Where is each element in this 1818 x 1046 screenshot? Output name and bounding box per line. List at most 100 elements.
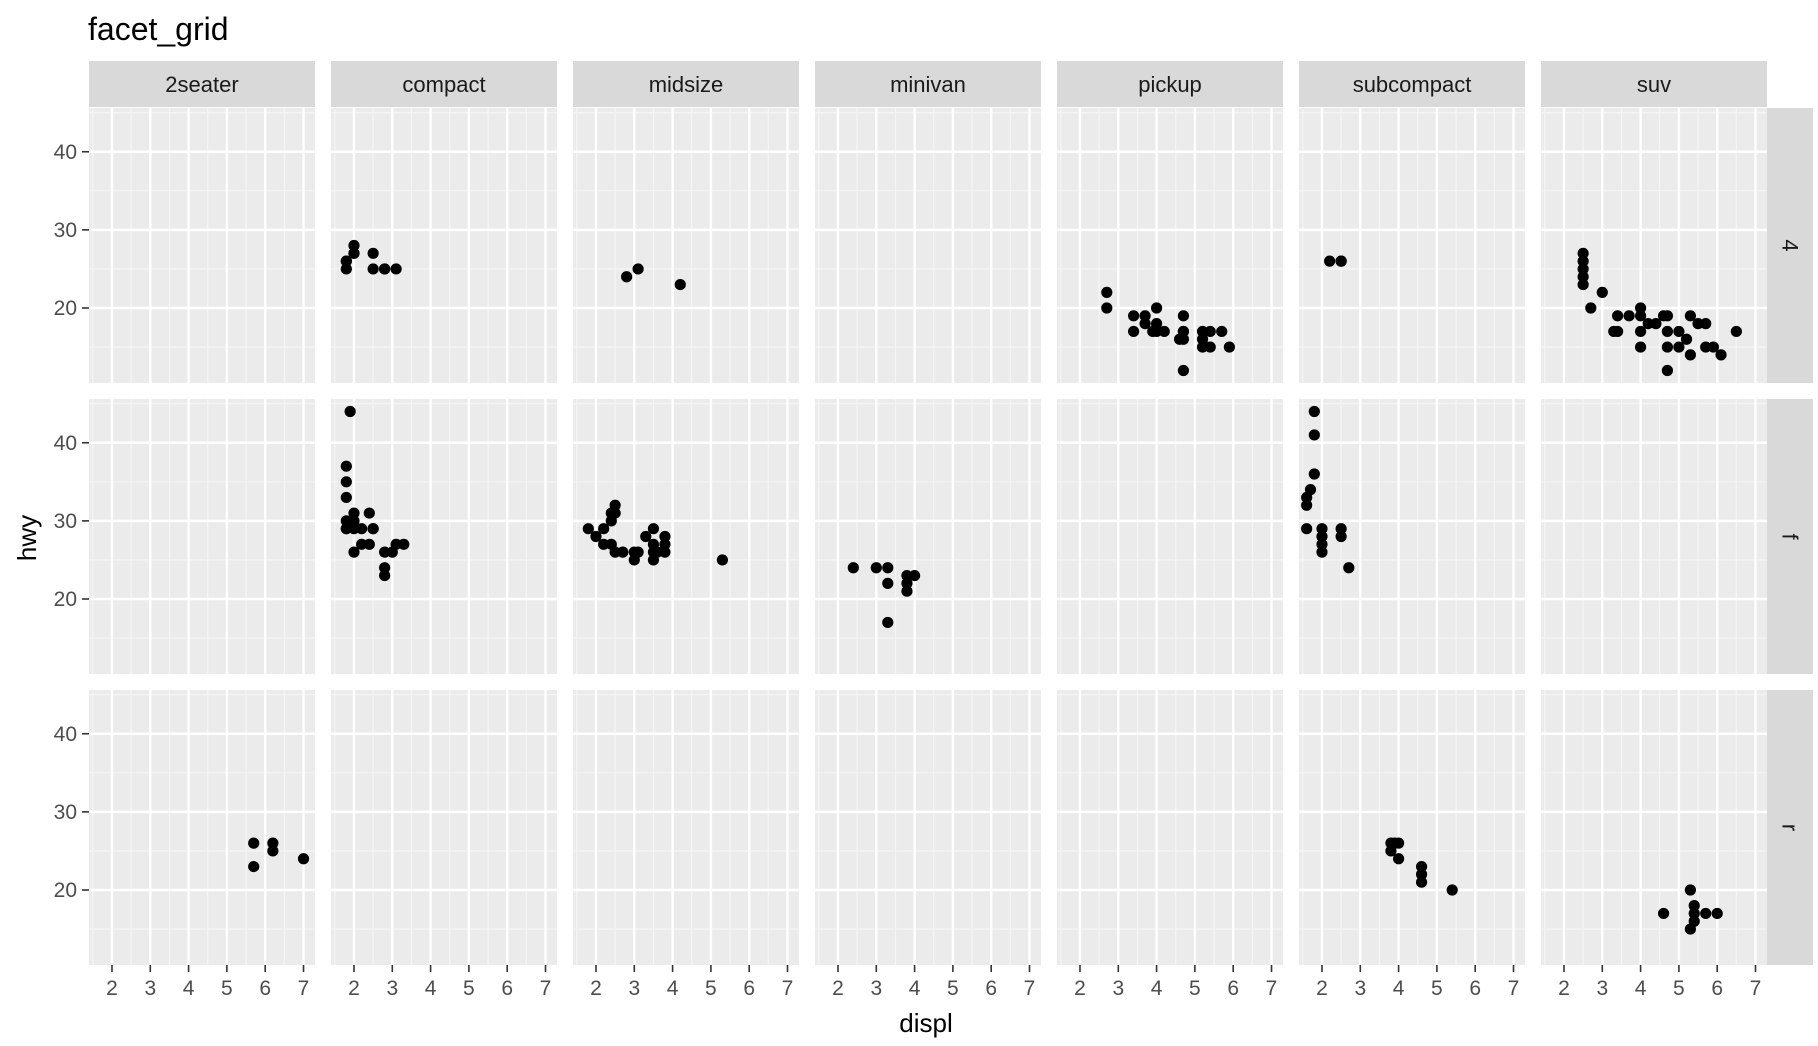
x-tick-label: 5 [1673,977,1685,1000]
data-point [1335,523,1347,535]
data-point [1446,884,1458,896]
x-tick-label: 4 [1635,977,1647,1000]
data-point [1308,405,1320,418]
data-point [901,577,913,589]
data-point [870,562,882,574]
x-tick-label: 6 [985,977,997,1000]
panel-background [331,108,557,383]
data-point [267,837,279,849]
data-point [651,546,663,558]
column-strip-label: 2seater [165,72,238,97]
facet-panel-4-midsize [573,108,799,383]
data-point [1223,341,1235,353]
data-point [1196,333,1209,345]
data-point [647,523,660,535]
data-point [1196,325,1209,338]
data-point [1684,310,1696,322]
data-point [1688,900,1700,912]
x-tick-label: 2 [832,977,844,1000]
data-point [1634,310,1647,322]
data-point [248,860,260,873]
facet-panel-f-2seater [89,399,315,674]
data-point [659,538,671,550]
data-point [632,546,644,558]
column-strip-label: pickup [1138,72,1202,97]
x-tick-label: 2 [106,977,118,1000]
data-point [1700,318,1712,330]
row-strip-f: f [1767,399,1813,674]
facet-panel-4-subcompact [1299,108,1525,383]
facet-panel-f-suv [1541,399,1767,674]
panel-background [89,108,315,383]
data-point [1324,255,1336,267]
row-strip-r: r [1767,690,1813,965]
x-tick-label: 7 [782,977,794,1000]
data-point [379,562,391,574]
y-tick-label: 40 [54,141,77,164]
x-tick-label: 6 [259,977,271,1000]
data-point [1707,341,1719,353]
data-point [1343,562,1355,574]
column-strip-label: minivan [890,72,966,97]
panel-background [331,399,557,674]
data-point [1301,499,1313,511]
x-tick-label: 4 [667,977,679,1000]
data-point [379,263,391,275]
data-point [1634,341,1647,353]
panel-background [1057,690,1283,965]
data-point [379,546,391,558]
x-tick-label: 3 [1354,977,1366,1000]
x-tick-label: 3 [386,977,398,1000]
column-strip-compact: compact [331,61,557,107]
x-tick-label: 7 [540,977,552,1000]
x-tick-label: 4 [1151,977,1163,1000]
data-point [1308,429,1320,441]
data-point [1634,302,1647,314]
data-point [1612,310,1624,322]
data-point [901,569,913,582]
x-tick-label: 5 [463,977,475,1000]
facet-panel-4-suv [1541,108,1767,383]
strip-background [1767,399,1813,674]
facet-panel-4-2seater [89,108,315,383]
data-point [1673,325,1685,338]
x-tick-label: 7 [1266,977,1278,1000]
data-point [598,523,610,535]
strip-background [1057,61,1283,107]
facet-panel-4-compact [331,108,557,383]
data-point [617,546,629,558]
data-point [1158,325,1170,338]
data-point [847,562,859,574]
x-tick-label: 5 [947,977,959,1000]
y-tick-label: 20 [54,297,77,320]
data-point [659,546,671,558]
x-tick-label: 6 [743,977,755,1000]
panel-background [1299,108,1525,383]
data-point [901,585,913,597]
data-point [659,530,671,543]
x-tick-label: 7 [1750,977,1762,1000]
strips-layer: 2seater compact midsize minivan pickup subcom… [89,61,1813,965]
data-point [1316,546,1328,558]
data-point [348,546,360,558]
data-point [1216,325,1228,338]
facet-panel-f-minivan [815,399,1041,674]
data-point [1715,349,1727,361]
y-tick-label: 40 [54,432,77,455]
data-point [1177,364,1190,377]
data-point [340,255,352,267]
data-point [632,263,644,275]
data-point [344,405,356,418]
data-point [1680,333,1693,345]
x-tick-label: 2 [1316,977,1328,1000]
column-strip-subcompact: subcompact [1299,61,1525,107]
x-tick-label: 2 [1074,977,1086,1000]
data-point [340,523,352,535]
data-point [1335,530,1347,543]
data-point [1415,860,1428,873]
data-point [598,538,610,550]
data-point [882,577,894,589]
data-point [340,460,352,472]
data-point [1389,837,1401,849]
